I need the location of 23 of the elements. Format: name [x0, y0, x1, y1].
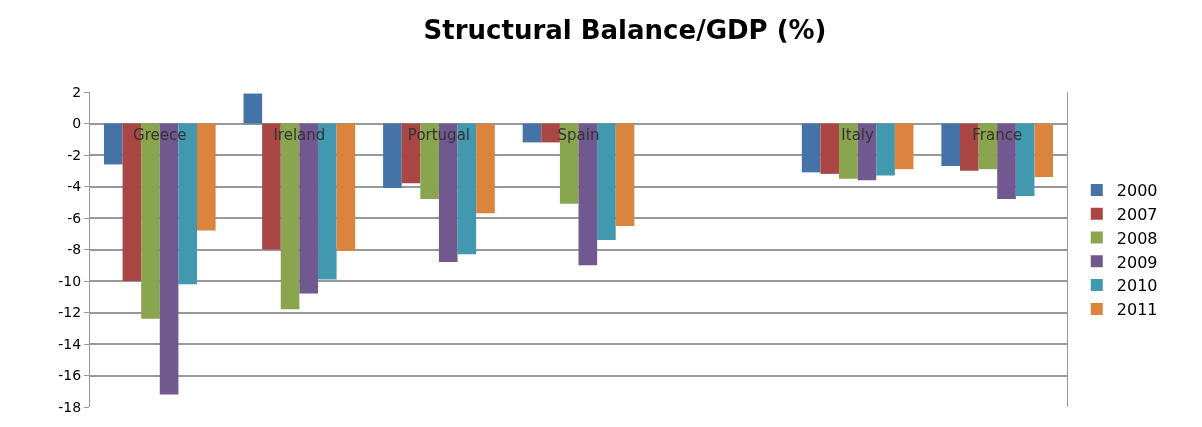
y-tick-label: -10 [58, 272, 82, 289]
x-tick-label: France [972, 125, 1023, 144]
x-tick-label: Portugal [407, 125, 470, 144]
y-tick-label: 2 [72, 83, 82, 100]
x-tick-label: Ireland [273, 125, 326, 144]
legend-label: 2011 [1116, 300, 1158, 320]
legend-label: 2000 [1116, 181, 1158, 201]
y-tick-label: -12 [58, 304, 82, 321]
y-tick-label: 0 [72, 115, 82, 132]
legend-label: 2008 [1116, 228, 1158, 248]
chart-title: Structural Balance/GDP (%) [423, 14, 827, 45]
y-tick-label: -14 [58, 335, 82, 352]
y-tick-label: -8 [67, 241, 82, 258]
y-tick-label: -4 [67, 178, 82, 195]
y-tick-label: -6 [67, 209, 82, 226]
x-tick-label: Spain [557, 125, 600, 144]
y-tick-label: -18 [58, 398, 82, 415]
x-tick-label: Greece [133, 125, 187, 144]
legend-label: 2009 [1116, 252, 1158, 272]
y-tick-label: -16 [58, 367, 82, 384]
legend-label: 2007 [1116, 204, 1158, 224]
y-tick-label: -2 [67, 146, 82, 163]
legend-label: 2010 [1116, 276, 1158, 296]
